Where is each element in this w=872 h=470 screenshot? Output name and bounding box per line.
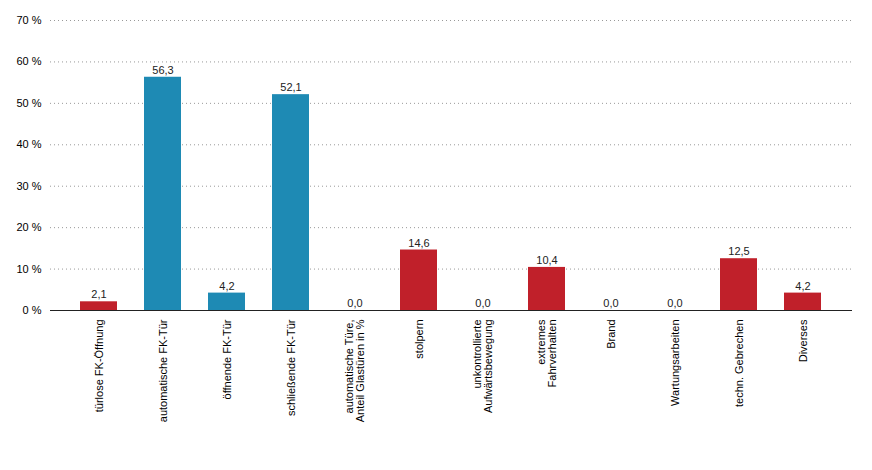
svg-text:60 %: 60 % xyxy=(16,55,41,67)
svg-text:30 %: 30 % xyxy=(16,180,41,192)
svg-text:0,0: 0,0 xyxy=(475,297,490,309)
svg-text:40 %: 40 % xyxy=(16,138,41,150)
svg-text:automatische FK-Tür: automatische FK-Tür xyxy=(157,319,169,422)
svg-text:14,6: 14,6 xyxy=(408,237,429,249)
svg-text:70 %: 70 % xyxy=(16,14,41,26)
svg-text:4,2: 4,2 xyxy=(219,280,234,292)
svg-text:Wartungsarbeiten: Wartungsarbeiten xyxy=(669,320,681,406)
svg-text:50 %: 50 % xyxy=(16,97,41,109)
svg-text:12,5: 12,5 xyxy=(728,245,749,257)
svg-text:56,3: 56,3 xyxy=(152,64,173,76)
svg-text:2,1: 2,1 xyxy=(91,288,106,300)
svg-text:schließende FK-Tür: schließende FK-Tür xyxy=(285,319,297,416)
svg-text:10,4: 10,4 xyxy=(536,254,557,266)
svg-text:öffnende FK-Tür: öffnende FK-Tür xyxy=(221,319,233,399)
svg-text:4,2: 4,2 xyxy=(795,280,810,292)
svg-text:0 %: 0 % xyxy=(23,304,42,316)
svg-text:0,0: 0,0 xyxy=(603,297,618,309)
svg-text:0,0: 0,0 xyxy=(347,297,362,309)
svg-text:0,0: 0,0 xyxy=(667,297,682,309)
svg-text:automatische Türe,Anteil Glast: automatische Türe,Anteil Glastüren in % xyxy=(343,319,366,422)
svg-text:10 %: 10 % xyxy=(16,263,41,275)
svg-text:techn. Gebrechen: techn. Gebrechen xyxy=(733,320,745,407)
svg-text:20 %: 20 % xyxy=(16,221,41,233)
svg-text:Diverses: Diverses xyxy=(797,319,809,362)
svg-text:türlose FK-Öffnung: türlose FK-Öffnung xyxy=(93,320,105,413)
svg-text:extremesFahrverhalten: extremesFahrverhalten xyxy=(535,319,558,387)
svg-text:unkontrollierteAufwärtsbewegun: unkontrollierteAufwärtsbewegung xyxy=(471,320,494,414)
svg-text:Brand: Brand xyxy=(605,320,617,349)
svg-text:stolpern: stolpern xyxy=(413,320,425,359)
svg-text:52,1: 52,1 xyxy=(280,81,301,93)
